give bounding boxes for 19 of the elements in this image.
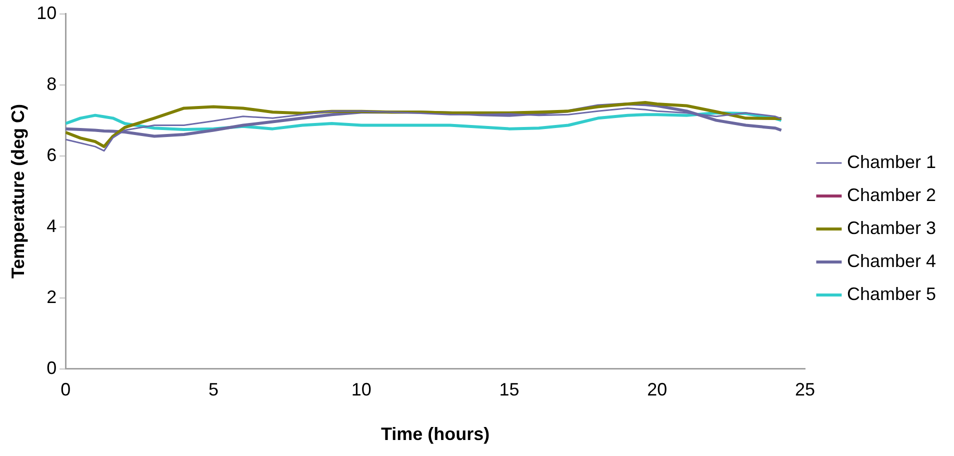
y-tick-label: 8 bbox=[46, 74, 57, 94]
x-tick-label: 10 bbox=[351, 380, 372, 400]
y-axis-title: Temperature (deg C) bbox=[8, 104, 28, 279]
legend-label: Chamber 2 bbox=[846, 184, 936, 205]
x-tick-label: 20 bbox=[647, 380, 668, 400]
x-axis-title: Time (hours) bbox=[380, 424, 490, 444]
y-tick-label: 0 bbox=[46, 358, 57, 378]
x-tick-label: 5 bbox=[208, 380, 218, 400]
y-tick-label: 10 bbox=[36, 2, 57, 23]
legend-label: Chamber 4 bbox=[846, 250, 936, 271]
x-tick-label: 15 bbox=[499, 380, 520, 400]
y-tick-label: 6 bbox=[46, 144, 57, 165]
y-tick-label: 2 bbox=[46, 286, 57, 307]
legend-label: Chamber 3 bbox=[846, 218, 936, 238]
y-tick-label: 4 bbox=[46, 216, 57, 236]
legend-label: Chamber 5 bbox=[846, 284, 936, 304]
legend-label: Chamber 1 bbox=[846, 152, 936, 172]
x-tick-label: 25 bbox=[794, 380, 815, 400]
x-tick-label: 0 bbox=[60, 380, 71, 400]
